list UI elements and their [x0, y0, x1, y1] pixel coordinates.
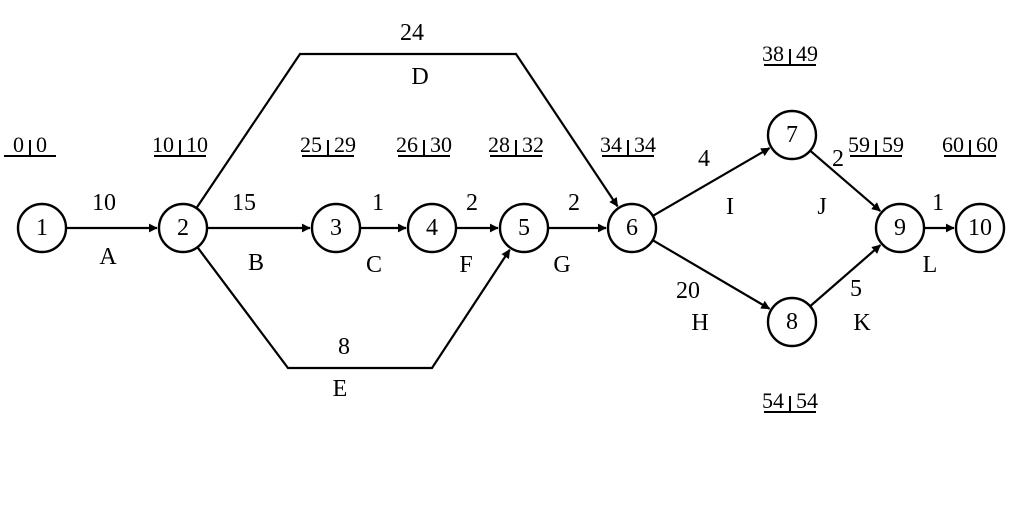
aon-network-diagram: 12345678910 10A15B1C2F2G4I20H2J5K1L24D8E… — [0, 0, 1022, 506]
node-label-5: 5 — [518, 215, 530, 241]
node-label-4: 4 — [426, 215, 438, 241]
es-value-7: 38 — [762, 41, 784, 66]
ls-value-5: 32 — [522, 132, 544, 157]
edge-duration-D: 24 — [400, 20, 424, 46]
edge-duration-E: 8 — [338, 334, 350, 360]
edge-name-C: C — [366, 252, 382, 278]
edge-I — [653, 148, 770, 216]
edge-duration-G: 2 — [568, 190, 580, 216]
edge-name-E: E — [333, 376, 348, 402]
edge-name-I: I — [726, 194, 734, 220]
node-label-2: 2 — [177, 215, 189, 241]
es-ls-marker-6: 34 34 — [600, 132, 656, 157]
ls-value-3: 29 — [334, 132, 356, 157]
edge-K — [810, 245, 880, 306]
edge-duration-H: 20 — [676, 278, 700, 304]
es-ls-marker-2: 10 10 — [152, 132, 208, 157]
node-label-9: 9 — [894, 215, 906, 241]
es-value-4: 26 — [396, 132, 418, 157]
edge-name-J: J — [817, 194, 826, 220]
es-value-1: 0 — [13, 132, 24, 157]
ls-value-6: 34 — [634, 132, 656, 157]
edge-duration-I: 4 — [698, 146, 710, 172]
ls-value-1: 0 — [36, 132, 47, 157]
edge-name-G: G — [553, 252, 570, 278]
edge-name-F: F — [459, 252, 472, 278]
labels-layer: 10A15B1C2F2G4I20H2J5K1L24D8E001010252926… — [4, 20, 998, 413]
ls-value-10: 60 — [976, 132, 998, 157]
edge-duration-B: 15 — [232, 190, 256, 216]
es-value-5: 28 — [488, 132, 510, 157]
edge-duration-J: 2 — [832, 146, 844, 172]
edge-duration-F: 2 — [466, 190, 478, 216]
node-label-8: 8 — [786, 309, 798, 335]
edge-duration-C: 1 — [372, 190, 384, 216]
node-label-1: 1 — [36, 215, 48, 241]
node-label-6: 6 — [626, 215, 638, 241]
es-ls-marker-7: 38 49 — [762, 41, 818, 66]
edge-name-H: H — [691, 310, 708, 336]
edge-name-A: A — [99, 244, 117, 270]
edge-name-D: D — [411, 64, 428, 90]
ls-value-7: 49 — [796, 41, 818, 66]
es-ls-marker-1: 00 — [4, 132, 56, 157]
ls-value-4: 30 — [430, 132, 452, 157]
es-value-10: 60 — [942, 132, 964, 157]
es-value-6: 34 — [600, 132, 622, 157]
ls-value-9: 59 — [882, 132, 904, 157]
ls-value-2: 10 — [186, 132, 208, 157]
es-ls-marker-5: 28 32 — [488, 132, 544, 157]
node-label-10: 10 — [968, 215, 992, 241]
edge-name-L: L — [923, 252, 938, 278]
es-ls-marker-9: 59 59 — [848, 132, 904, 157]
es-value-8: 54 — [762, 388, 784, 413]
es-ls-marker-8: 54 54 — [762, 388, 818, 413]
es-ls-marker-10: 60 60 — [942, 132, 998, 157]
ls-value-8: 54 — [796, 388, 818, 413]
edge-duration-K: 5 — [850, 276, 862, 302]
es-value-9: 59 — [848, 132, 870, 157]
node-label-7: 7 — [786, 122, 798, 148]
node-label-3: 3 — [330, 215, 342, 241]
edge-name-K: K — [853, 310, 871, 336]
edge-H — [653, 240, 770, 309]
edge-name-B: B — [248, 250, 264, 276]
es-ls-marker-4: 26 30 — [396, 132, 452, 157]
edge-duration-A: 10 — [92, 190, 116, 216]
es-ls-marker-3: 25 29 — [300, 132, 356, 157]
es-value-2: 10 — [152, 132, 174, 157]
es-value-3: 25 — [300, 132, 322, 157]
edge-duration-L: 1 — [932, 190, 944, 216]
